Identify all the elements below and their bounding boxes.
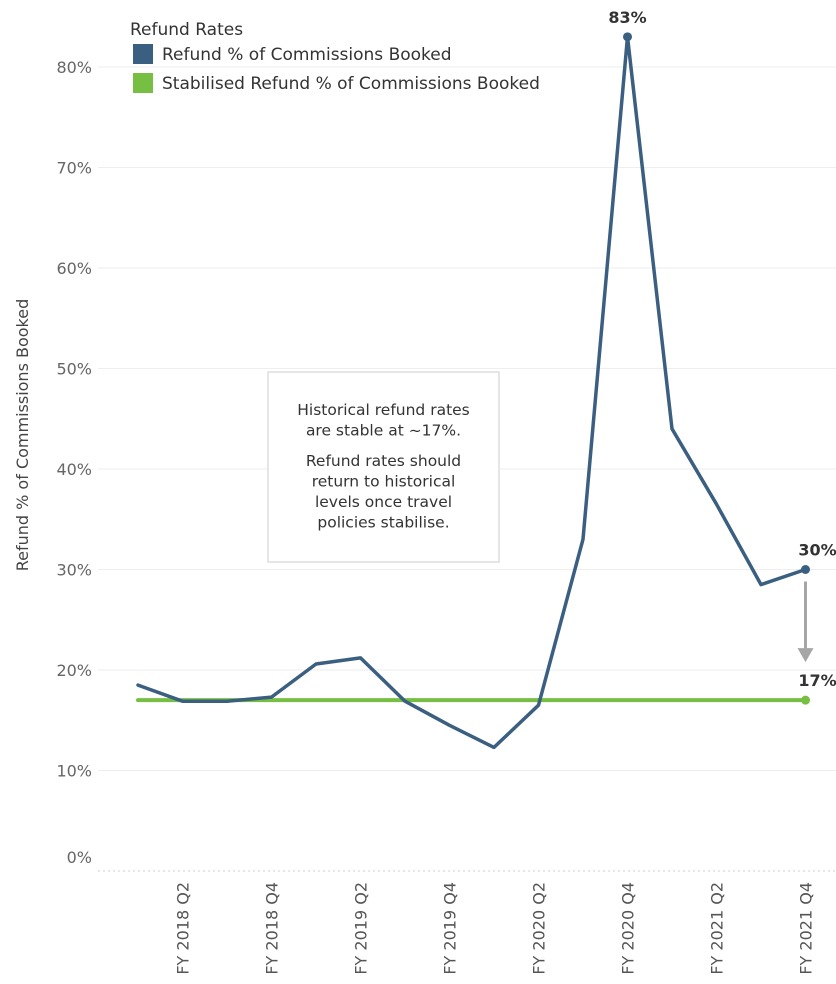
legend-swatch [133, 44, 153, 64]
y-tick-label: 30% [56, 561, 92, 580]
legend-label: Stabilised Refund % of Commissions Booke… [162, 74, 540, 94]
x-tick-label: FY 2018 Q4 [263, 882, 282, 975]
x-tick-label: FY 2018 Q2 [174, 882, 193, 975]
y-tick-label: 80% [56, 58, 92, 77]
y-tick-label: 40% [56, 460, 92, 479]
data-label: 17% [798, 671, 836, 690]
y-tick-label: 50% [56, 360, 92, 379]
annotation-line: Refund rates should [306, 452, 461, 470]
annotation-line: policies stabilise. [317, 514, 449, 532]
data-point-marker [623, 32, 632, 42]
x-tick-label: FY 2019 Q2 [352, 882, 371, 975]
data-label: 83% [608, 8, 646, 27]
legend: Refund Rates Refund % of Commissions Book… [130, 20, 540, 94]
y-tick-label: 20% [56, 661, 92, 680]
y-axis: 0% 10% 20% 30% 40% 50% 60% 70% 80% [56, 58, 92, 867]
data-labels: 83% 30% 17% [608, 8, 836, 705]
x-tick-label: FY 2019 Q4 [441, 882, 460, 975]
annotation-box: Historical refund rates are stable at ~17… [267, 371, 500, 563]
legend-swatch [133, 73, 153, 93]
annotation-frame [267, 371, 500, 563]
gridlines [98, 66, 836, 872]
y-tick-label: 0% [67, 848, 92, 867]
data-point-marker [801, 695, 810, 705]
legend-title: Refund Rates [130, 20, 243, 40]
legend-label: Refund % of Commissions Booked [162, 45, 452, 65]
annotation-line: levels once travel [315, 493, 452, 511]
drop-arrow [797, 581, 814, 663]
series-lines [136, 35, 808, 750]
x-tick-label: FY 2020 Q4 [619, 882, 638, 975]
annotation-line: Historical refund rates [297, 401, 470, 419]
annotation-line: return to historical [312, 473, 456, 491]
annotation-line: are stable at ~17%. [306, 422, 461, 440]
x-axis: FY 2018 Q2 FY 2018 Q4 FY 2019 Q2 FY 2019 Q4… [174, 882, 816, 975]
refund-rate-line [136, 35, 808, 750]
x-tick-label: FY 2021 Q2 [708, 882, 727, 975]
x-tick-label: FY 2020 Q2 [530, 882, 549, 975]
x-tick-label: FY 2021 Q4 [797, 882, 816, 975]
data-label: 30% [798, 541, 836, 560]
y-tick-label: 10% [56, 762, 92, 781]
y-axis-title: Refund % of Commissions Booked [13, 299, 32, 572]
y-tick-label: 60% [56, 259, 92, 278]
y-tick-label: 70% [56, 159, 92, 178]
arrow-head [797, 648, 814, 663]
data-point-marker [801, 565, 810, 574]
